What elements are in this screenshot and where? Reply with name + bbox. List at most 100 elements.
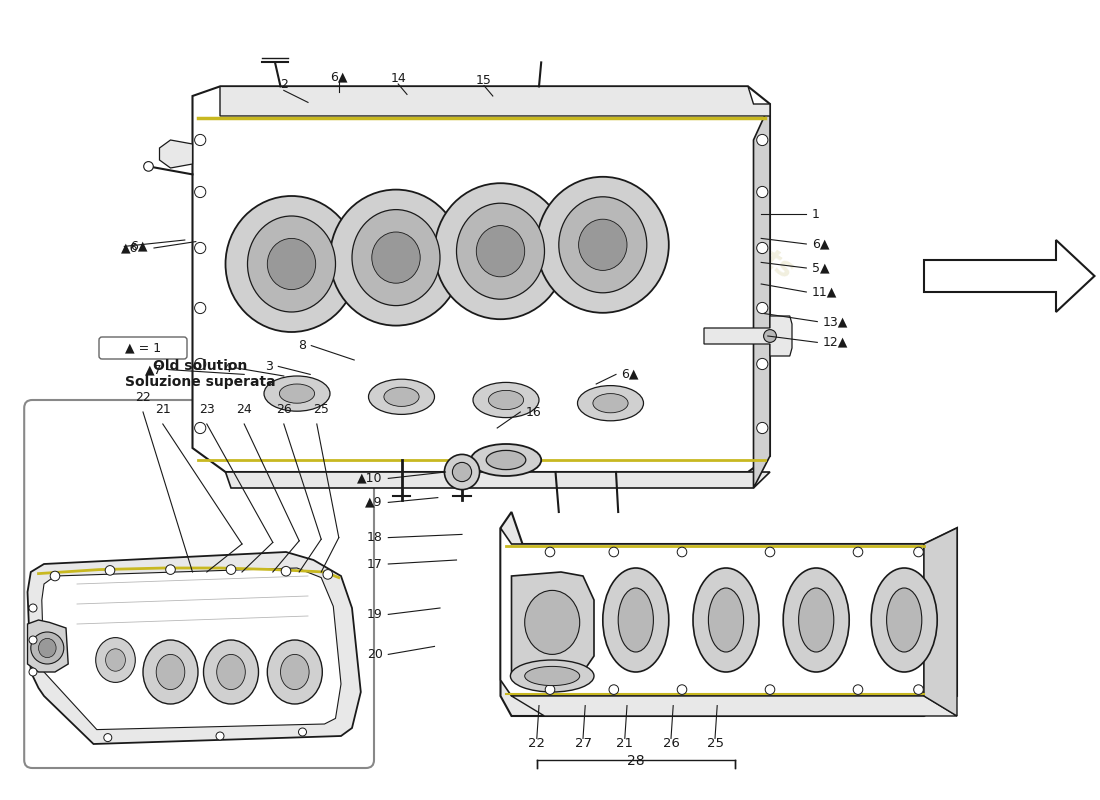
Text: 3: 3 [265, 360, 273, 373]
Text: 14: 14 [390, 72, 406, 85]
Text: Soluzione superata: Soluzione superata [125, 375, 275, 390]
Polygon shape [220, 86, 770, 116]
Text: 6▲: 6▲ [812, 238, 829, 250]
Ellipse shape [693, 568, 759, 672]
Circle shape [914, 685, 923, 694]
Ellipse shape [559, 197, 647, 293]
Text: ▲7: ▲7 [145, 363, 163, 376]
Ellipse shape [456, 203, 544, 299]
Ellipse shape [708, 588, 744, 652]
Polygon shape [192, 86, 770, 472]
Circle shape [444, 454, 480, 490]
Circle shape [323, 570, 332, 579]
Circle shape [144, 162, 153, 171]
Circle shape [757, 242, 768, 254]
Text: 15: 15 [476, 74, 492, 86]
Text: 25: 25 [314, 403, 329, 416]
Circle shape [195, 302, 206, 314]
Ellipse shape [618, 588, 653, 652]
Ellipse shape [603, 568, 669, 672]
Polygon shape [512, 696, 957, 716]
Text: 22: 22 [135, 391, 151, 404]
Circle shape [678, 685, 686, 694]
Ellipse shape [384, 387, 419, 406]
Ellipse shape [799, 588, 834, 652]
Circle shape [546, 547, 554, 557]
Circle shape [216, 732, 224, 740]
Ellipse shape [510, 660, 594, 692]
Circle shape [914, 547, 923, 557]
Ellipse shape [488, 390, 524, 410]
Ellipse shape [217, 654, 245, 690]
Circle shape [282, 566, 290, 576]
Circle shape [51, 571, 59, 581]
Circle shape [546, 685, 554, 694]
Circle shape [452, 462, 472, 482]
Text: 8: 8 [298, 339, 306, 352]
Circle shape [763, 330, 777, 342]
Ellipse shape [783, 568, 849, 672]
Ellipse shape [476, 226, 525, 277]
Circle shape [103, 734, 112, 742]
Ellipse shape [372, 232, 420, 283]
Circle shape [227, 565, 235, 574]
Circle shape [29, 604, 37, 612]
Text: 26: 26 [276, 403, 292, 416]
Ellipse shape [248, 216, 336, 312]
Circle shape [854, 547, 862, 557]
Text: 17: 17 [367, 558, 383, 570]
Ellipse shape [156, 654, 185, 690]
Circle shape [757, 302, 768, 314]
Circle shape [195, 186, 206, 198]
Text: 27: 27 [574, 738, 592, 750]
Text: ▲6: ▲6 [121, 242, 139, 254]
Circle shape [757, 134, 768, 146]
Circle shape [766, 547, 774, 557]
Text: 19: 19 [367, 608, 383, 621]
Ellipse shape [486, 450, 526, 470]
Circle shape [29, 636, 37, 644]
Polygon shape [42, 568, 341, 730]
Ellipse shape [434, 183, 566, 319]
Text: 2: 2 [279, 78, 288, 91]
Ellipse shape [106, 649, 125, 671]
Circle shape [678, 547, 686, 557]
Ellipse shape [264, 376, 330, 411]
Polygon shape [924, 240, 1094, 312]
Text: elcparts: elcparts [246, 290, 370, 382]
Circle shape [757, 186, 768, 198]
Polygon shape [160, 140, 192, 168]
Text: elcparts: elcparts [389, 258, 513, 350]
Polygon shape [704, 316, 792, 356]
Ellipse shape [267, 238, 316, 290]
Ellipse shape [279, 384, 315, 403]
Text: 4: 4 [223, 362, 231, 374]
Text: Old solution: Old solution [153, 359, 248, 374]
Circle shape [757, 358, 768, 370]
Text: elcparts: elcparts [675, 194, 799, 286]
Text: ▲10: ▲10 [358, 472, 383, 485]
Circle shape [166, 565, 175, 574]
Ellipse shape [525, 666, 580, 686]
Ellipse shape [593, 394, 628, 413]
Text: 5▲: 5▲ [812, 262, 829, 274]
Ellipse shape [887, 588, 922, 652]
Text: 6▲: 6▲ [621, 368, 639, 381]
Circle shape [854, 685, 862, 694]
Ellipse shape [537, 177, 669, 313]
Ellipse shape [578, 386, 644, 421]
Text: 6▲: 6▲ [330, 70, 348, 83]
FancyBboxPatch shape [24, 400, 374, 768]
Text: 11▲: 11▲ [812, 286, 837, 298]
Circle shape [195, 134, 206, 146]
Text: 21: 21 [616, 738, 634, 750]
Ellipse shape [525, 590, 580, 654]
Text: 1: 1 [812, 208, 820, 221]
Ellipse shape [352, 210, 440, 306]
Circle shape [29, 668, 37, 676]
Polygon shape [28, 552, 361, 744]
Ellipse shape [204, 640, 258, 704]
Text: ▲ = 1: ▲ = 1 [125, 342, 161, 354]
Circle shape [106, 566, 114, 575]
Circle shape [609, 685, 618, 694]
